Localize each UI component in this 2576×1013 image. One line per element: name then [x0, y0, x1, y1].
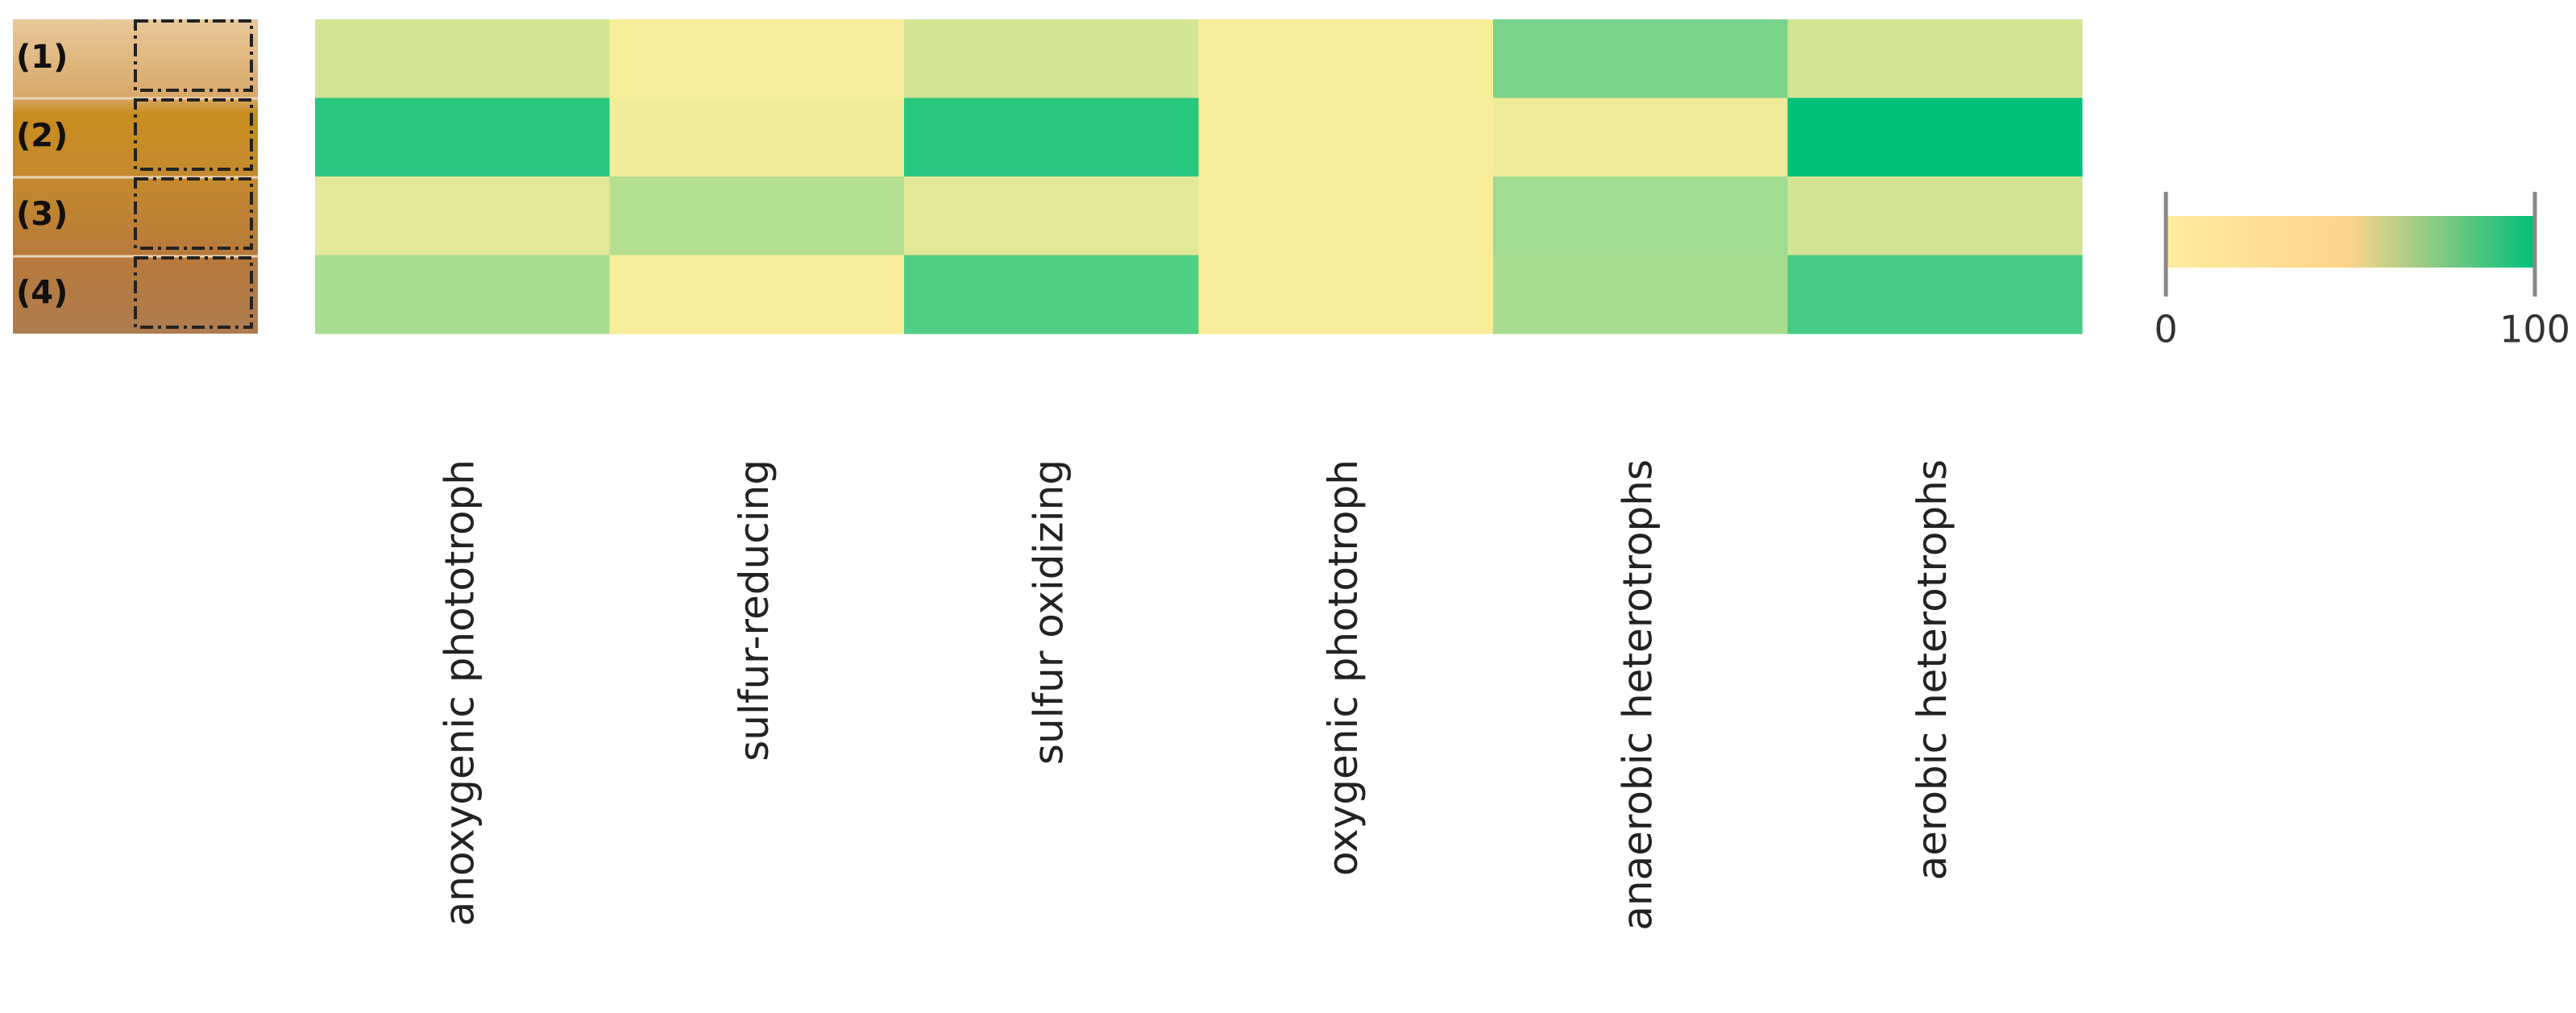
heatmap-cell — [315, 19, 610, 98]
dashed-box — [134, 256, 253, 329]
heatmap-cell — [609, 176, 905, 255]
column-label: anoxygenic phototroph — [436, 459, 483, 926]
heatmap-cell — [1198, 98, 1494, 177]
heatmap-cell — [904, 98, 1199, 177]
heatmap-cell — [1787, 255, 2083, 334]
column-label: sulfur oxidizing — [1025, 459, 1072, 765]
column-label: anaerobic heterotrophs — [1614, 459, 1661, 931]
heatmap-cell — [904, 176, 1199, 255]
heatmap-cell — [609, 19, 905, 98]
heatmap-cell — [1787, 98, 2083, 177]
heatmap-cell — [609, 98, 905, 177]
column-label: aerobic heterotrophs — [1909, 459, 1956, 880]
heatmap-cell — [904, 19, 1199, 98]
heatmap-cell — [315, 176, 610, 255]
row-label: (1) — [16, 39, 68, 76]
dashed-box — [134, 19, 253, 92]
dashed-box — [134, 98, 253, 171]
heatmap-cell — [1198, 255, 1494, 334]
column-label: oxygenic phototroph — [1320, 459, 1367, 876]
heatmap-cell — [1493, 255, 1788, 334]
heatmap-cell — [315, 98, 610, 177]
column-label: sulfur-reducing — [731, 459, 778, 762]
colorbar-tick-label: 0 — [2154, 308, 2177, 351]
heatmap-cell — [1787, 19, 2083, 98]
dashed-box — [134, 177, 253, 250]
heatmap-cell — [1198, 176, 1494, 255]
photo-strip — [13, 19, 258, 334]
heatmap-cell — [315, 255, 610, 334]
row-label: (2) — [16, 117, 68, 154]
row-label: (3) — [16, 196, 68, 233]
heatmap-cell — [1493, 98, 1788, 177]
heatmap-cell — [1493, 176, 1788, 255]
heatmap-cell — [1493, 19, 1788, 98]
heatmap-cell — [1787, 176, 2083, 255]
colorbar-tick-label: 100 — [2499, 308, 2570, 351]
heatmap-cell — [609, 255, 905, 334]
heatmap-cell — [1198, 19, 1494, 98]
heatmap-cell — [904, 255, 1199, 334]
colorbar — [2166, 216, 2535, 268]
row-label: (4) — [16, 274, 68, 311]
